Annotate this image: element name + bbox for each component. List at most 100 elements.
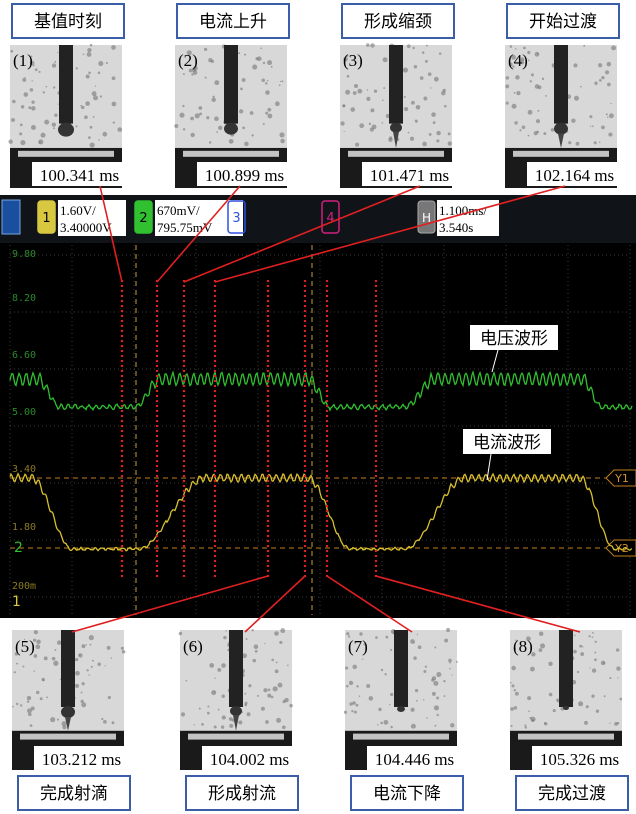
- photo-texture: [97, 663, 100, 666]
- photo-texture: [353, 91, 357, 95]
- photo-texture: [413, 656, 417, 660]
- photo-texture: [519, 129, 521, 131]
- electrode: [554, 45, 568, 124]
- electrode: [61, 630, 75, 707]
- photo-texture: [186, 680, 188, 682]
- photo-texture: [589, 115, 592, 118]
- photo-texture: [112, 721, 115, 724]
- photo-texture: [84, 115, 88, 119]
- photo-texture: [536, 119, 540, 123]
- stage-index: (4): [508, 51, 528, 70]
- photo-texture: [183, 128, 185, 130]
- photo-texture: [19, 132, 22, 135]
- photo-texture: [425, 60, 428, 63]
- photo-texture: [582, 646, 584, 648]
- droplet: [58, 123, 74, 137]
- photo-texture: [206, 116, 209, 119]
- stage-label: 电流下降: [373, 784, 441, 804]
- photo-texture: [410, 137, 414, 141]
- photo-texture: [28, 106, 31, 109]
- photo-texture: [271, 659, 274, 662]
- photo-texture: [436, 131, 440, 135]
- photo-texture: [514, 121, 518, 125]
- photo-texture: [106, 62, 108, 64]
- photo-texture: [194, 724, 195, 725]
- menu-icon: [2, 200, 20, 234]
- photo-texture: [207, 712, 210, 715]
- photo-texture: [505, 84, 509, 88]
- photo-texture: [414, 65, 417, 68]
- photo-texture: [535, 52, 540, 57]
- electrode: [229, 630, 243, 707]
- photo-texture: [90, 126, 93, 129]
- channel-offset: 3.40000V: [60, 220, 112, 235]
- photo-texture: [204, 48, 207, 51]
- stage-index: (6): [183, 637, 203, 656]
- photo-texture: [444, 695, 446, 697]
- photo-texture: [89, 644, 91, 646]
- photo-texture: [221, 725, 224, 728]
- photo-texture: [36, 640, 41, 645]
- channel-number: 2: [139, 211, 147, 226]
- photo-texture: [390, 649, 392, 651]
- photo-texture: [85, 101, 90, 106]
- photo-floor: [20, 734, 116, 740]
- figure: 11.60V/3.40000V2670mV/795.75mV34H1.100ms…: [0, 0, 636, 814]
- photo-texture: [195, 113, 200, 118]
- photo-texture: [537, 110, 539, 112]
- photo-texture: [244, 693, 246, 695]
- photo-texture: [267, 108, 271, 112]
- photo-texture: [423, 670, 426, 673]
- photo-texture: [609, 113, 614, 118]
- photo-texture: [431, 678, 434, 681]
- photo-texture: [242, 78, 246, 82]
- stage-label: 开始过渡: [529, 12, 597, 32]
- photo-texture: [449, 662, 451, 664]
- axis-label: 1.80: [12, 522, 36, 533]
- droplet: [397, 706, 405, 712]
- photo-texture: [601, 76, 604, 79]
- photo-texture: [174, 124, 178, 128]
- photo-texture: [607, 62, 612, 67]
- stage-label: 完成过渡: [538, 784, 606, 804]
- photo-texture: [205, 77, 207, 79]
- photo-texture: [255, 57, 258, 60]
- photo-texture: [251, 134, 253, 136]
- photo-texture: [551, 128, 555, 132]
- photo-texture: [542, 78, 544, 80]
- photo-texture: [384, 720, 389, 725]
- photo-texture: [88, 674, 89, 675]
- photo-texture: [446, 628, 450, 632]
- photo-texture: [549, 693, 553, 697]
- photo-texture: [22, 78, 26, 82]
- photo-texture: [107, 646, 111, 650]
- photo-texture: [60, 679, 61, 680]
- photo-texture: [265, 112, 268, 115]
- photo-floor: [353, 734, 449, 740]
- photo-texture: [182, 105, 184, 107]
- droplet: [390, 123, 402, 133]
- photo-texture: [250, 111, 254, 115]
- photo-texture: [86, 644, 87, 645]
- photo-texture: [596, 709, 599, 712]
- photo-floor: [513, 151, 609, 157]
- photo-texture: [425, 666, 427, 668]
- photo-floor: [18, 151, 114, 157]
- photo-texture: [420, 76, 424, 80]
- photo-texture: [20, 704, 22, 706]
- photo-texture: [443, 680, 445, 682]
- electrode: [389, 45, 403, 124]
- stage-label: 电流上升: [199, 12, 267, 32]
- photo-texture: [44, 656, 48, 660]
- photo-texture: [24, 77, 25, 78]
- stage-index: (5): [15, 637, 35, 656]
- photo-texture: [356, 685, 358, 687]
- photo-texture: [282, 725, 286, 729]
- photo-texture: [121, 647, 124, 650]
- channel-marker: 1: [12, 594, 21, 610]
- photo-texture: [279, 84, 281, 86]
- channel-scale: 1.60V/: [60, 203, 96, 218]
- photo-texture: [33, 64, 35, 66]
- time-label: 100.341 ms: [40, 166, 119, 185]
- stage-index: (7): [348, 637, 368, 656]
